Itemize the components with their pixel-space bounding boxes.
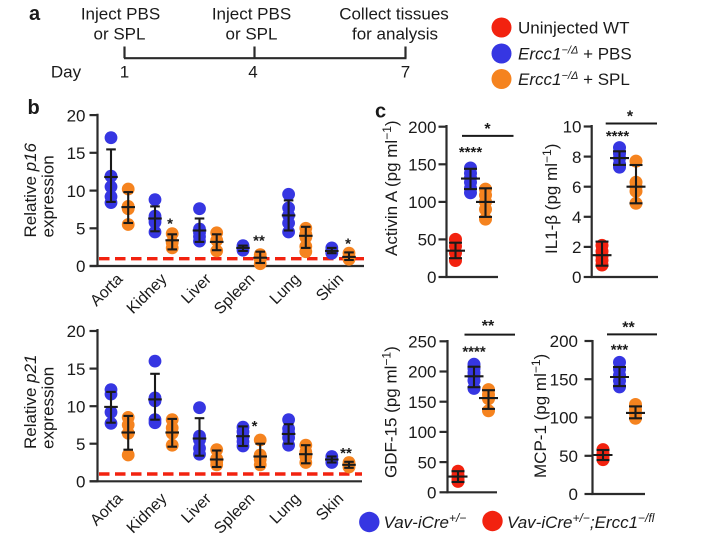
svg-text:100: 100 xyxy=(408,193,436,212)
svg-text:**: ** xyxy=(253,233,265,250)
svg-text:0: 0 xyxy=(427,484,436,503)
svg-text:Inject PBS: Inject PBS xyxy=(81,5,160,24)
svg-text:100: 100 xyxy=(550,409,578,428)
svg-text:or SPL: or SPL xyxy=(226,25,278,44)
svg-text:Uninjected WT: Uninjected WT xyxy=(518,19,629,38)
svg-text:15: 15 xyxy=(67,144,86,163)
svg-text:****: **** xyxy=(459,144,483,161)
svg-text:GDF-15 (pg ml−1): GDF-15 (pg ml−1) xyxy=(380,346,401,478)
svg-text:200: 200 xyxy=(550,332,578,351)
svg-text:****: **** xyxy=(606,128,630,145)
svg-text:5: 5 xyxy=(76,435,85,454)
svg-text:for analysis: for analysis xyxy=(352,25,438,44)
svg-text:1: 1 xyxy=(120,63,129,82)
svg-text:Collect tissues: Collect tissues xyxy=(339,5,449,24)
svg-text:10: 10 xyxy=(563,118,582,137)
svg-text:Ercc1−/Δ + SPL: Ercc1−/Δ + SPL xyxy=(518,70,630,89)
svg-text:50: 50 xyxy=(418,231,437,250)
svg-text:6: 6 xyxy=(572,178,581,197)
svg-text:Inject PBS: Inject PBS xyxy=(212,5,291,24)
svg-text:100: 100 xyxy=(408,423,436,442)
svg-text:50: 50 xyxy=(418,453,437,472)
svg-text:Vav-iCre+/−: Vav-iCre+/− xyxy=(384,511,467,532)
svg-text:250: 250 xyxy=(408,333,436,352)
svg-text:Relative p16: Relative p16 xyxy=(21,142,40,237)
svg-text:0: 0 xyxy=(76,257,85,276)
svg-text:expression: expression xyxy=(39,155,58,237)
svg-text:****: **** xyxy=(462,344,486,361)
svg-text:*: * xyxy=(252,418,258,435)
svg-text:**: ** xyxy=(482,318,495,335)
svg-text:a: a xyxy=(29,3,41,25)
svg-text:4: 4 xyxy=(572,208,581,227)
svg-text:0: 0 xyxy=(76,473,85,492)
svg-text:*: * xyxy=(167,216,173,233)
svg-text:***: *** xyxy=(611,342,629,359)
svg-text:b: b xyxy=(28,97,40,119)
svg-text:4: 4 xyxy=(248,63,257,82)
svg-text:150: 150 xyxy=(408,393,436,412)
svg-text:IL1-β (pg ml−1): IL1-β (pg ml−1) xyxy=(540,144,561,254)
svg-text:10: 10 xyxy=(67,182,86,201)
svg-text:5: 5 xyxy=(76,220,85,239)
svg-text:15: 15 xyxy=(67,360,86,379)
svg-text:150: 150 xyxy=(408,156,436,175)
svg-text:7: 7 xyxy=(401,63,410,82)
svg-text:8: 8 xyxy=(572,148,581,167)
svg-text:200: 200 xyxy=(408,118,436,137)
svg-text:20: 20 xyxy=(67,322,86,341)
svg-text:**: ** xyxy=(622,320,635,337)
svg-text:Day: Day xyxy=(51,63,82,82)
svg-text:*: * xyxy=(345,236,351,253)
svg-text:10: 10 xyxy=(67,397,86,416)
svg-text:**: ** xyxy=(340,445,352,462)
svg-text:expression: expression xyxy=(39,367,58,449)
svg-text:*: * xyxy=(627,109,634,126)
svg-text:150: 150 xyxy=(550,370,578,389)
svg-text:Ercc1−/Δ + PBS: Ercc1−/Δ + PBS xyxy=(518,45,632,64)
svg-text:or SPL: or SPL xyxy=(94,25,146,44)
svg-text:*: * xyxy=(484,121,491,138)
svg-text:0: 0 xyxy=(569,485,578,504)
svg-text:50: 50 xyxy=(559,447,578,466)
svg-text:0: 0 xyxy=(427,268,436,287)
svg-text:Relative p21: Relative p21 xyxy=(21,354,40,449)
svg-text:c: c xyxy=(375,101,386,123)
svg-text:2: 2 xyxy=(572,238,581,257)
svg-text:Vav-iCre+/−;Ercc1−/fl: Vav-iCre+/−;Ercc1−/fl xyxy=(507,511,655,532)
svg-text:MCP-1 (pg ml−1): MCP-1 (pg ml−1) xyxy=(529,354,550,478)
svg-text:0: 0 xyxy=(572,268,581,287)
svg-text:200: 200 xyxy=(408,363,436,382)
svg-text:20: 20 xyxy=(67,106,86,125)
svg-text:Activin A (pg ml−1): Activin A (pg ml−1) xyxy=(380,120,401,256)
